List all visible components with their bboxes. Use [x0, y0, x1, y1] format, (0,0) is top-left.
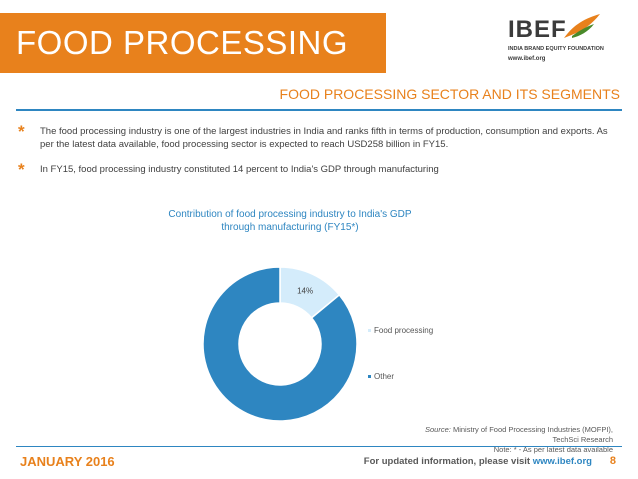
footer-url-link[interactable]: www.ibef.org	[532, 456, 592, 467]
legend-label-other: Other	[374, 372, 395, 381]
legend-label-food-processing: Food processing	[374, 326, 434, 335]
donut-slice-other	[202, 266, 358, 422]
section-heading: FOOD PROCESSING SECTOR AND ITS SEGMENTS	[279, 86, 620, 102]
legend-swatch-food-processing	[368, 329, 371, 333]
chart-title-line1: Contribution of food processing industry…	[168, 209, 412, 220]
page-number: 8	[609, 455, 616, 467]
source-note-text: Note: * - As per latest data available	[493, 445, 613, 454]
source-line1: Ministry of Food Processing Industries (…	[450, 425, 613, 434]
logo-url: www.ibef.org	[508, 56, 546, 62]
logo-wordmark: IBEF	[508, 16, 567, 43]
heading-divider	[16, 109, 622, 111]
page-title: FOOD PROCESSING	[16, 24, 349, 61]
source-line2: TechSci Research	[552, 435, 613, 444]
legend-swatch-other	[368, 375, 371, 379]
title-bar: FOOD PROCESSING	[0, 13, 386, 73]
bullet-star-icon: *	[18, 122, 25, 141]
footer-date: JANUARY 2016	[20, 454, 115, 469]
bullet-text: In FY15, food processing industry consti…	[40, 164, 439, 175]
logo-tagline: INDIA BRAND EQUITY FOUNDATION	[508, 46, 604, 52]
ibef-logo[interactable]: IBEF INDIA BRAND EQUITY FOUNDATION www.i…	[508, 14, 620, 70]
footer-divider	[16, 446, 622, 447]
bird-logo-icon	[564, 14, 600, 38]
data-label-food-processing: 14%	[297, 287, 313, 296]
footer-info-text: For updated information, please visit	[363, 456, 533, 467]
data-label-other: 86%	[241, 417, 257, 424]
source-label: Source:	[425, 425, 451, 434]
footer-info: For updated information, please visit ww…	[364, 456, 592, 467]
donut-chart: 14% 86%	[202, 266, 358, 424]
chart-title-line2: through manufacturing (FY15*)	[221, 222, 359, 233]
bullet-text: The food processing industry is one of t…	[40, 126, 608, 150]
legend-item-other: Other	[368, 372, 394, 381]
chart-title: Contribution of food processing industry…	[140, 208, 440, 234]
source-note: Source: Ministry of Food Processing Indu…	[425, 425, 613, 455]
bullet-star-icon: *	[18, 160, 25, 179]
legend-item-food-processing: Food processing	[368, 326, 433, 335]
